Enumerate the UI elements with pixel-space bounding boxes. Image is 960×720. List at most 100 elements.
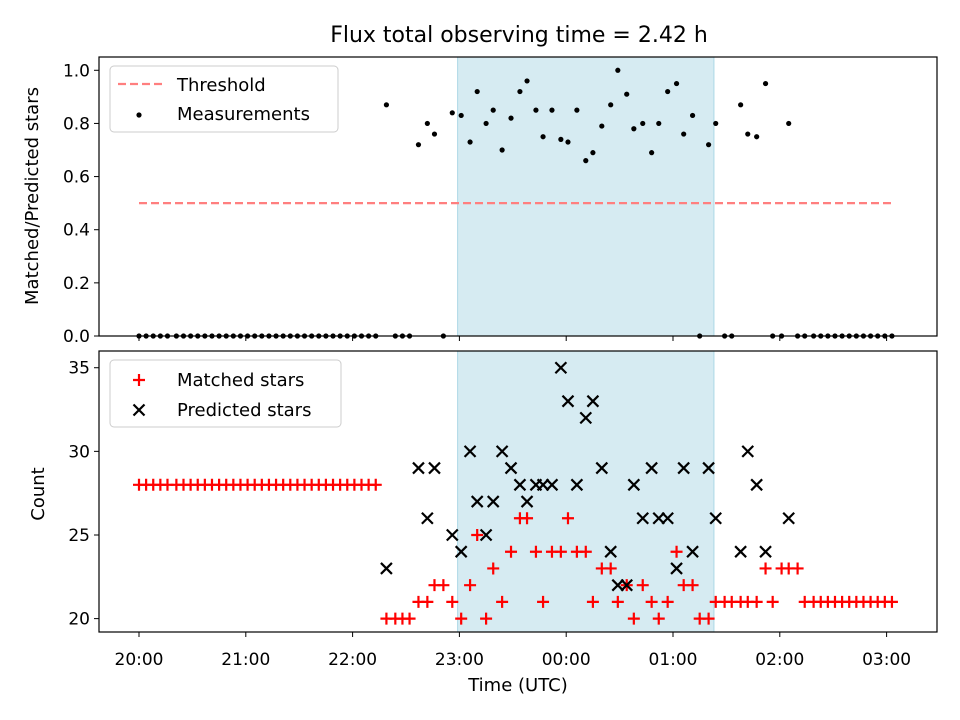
- measurement-point: [458, 112, 464, 119]
- top-plot-frame: [98, 56, 938, 337]
- measurement-point: [673, 80, 680, 87]
- matched-star-point: [487, 562, 500, 575]
- matched-star-point: [455, 612, 468, 625]
- matched-star-point: [611, 595, 624, 608]
- x-tick-label: 20:00: [115, 650, 164, 670]
- predicted-star-point: [670, 562, 683, 575]
- top-panel: 0.0 0.2 0.4 0.6 0.8 1.0 Matched/Predicted sta…: [22, 56, 938, 347]
- bottom-plot-frame: [98, 350, 938, 633]
- top-legend: Threshold Measurements: [109, 65, 339, 133]
- predicted-star-point: [677, 461, 690, 475]
- x-tick-label: 00:00: [542, 650, 591, 670]
- predicted-star-point: [570, 478, 584, 492]
- measurement-point: [508, 115, 514, 121]
- top-y-tick-label: 1.0: [63, 61, 90, 81]
- bottom-x-axis: 20:00 21:00 22:00 23:00 00:00 01:00 02:00 03:00: [115, 632, 911, 670]
- bottom-y-tick-label: 35: [68, 359, 90, 379]
- top-y-axis: 0.0 0.2 0.4 0.6 0.8 1.0: [63, 61, 99, 347]
- measurement-point: [786, 120, 792, 127]
- predicted-star-point: [579, 411, 593, 425]
- matched-star-point: [579, 545, 592, 558]
- matched-star-point: [759, 562, 772, 575]
- chart-title: Flux total observing time = 2.42 h: [330, 23, 708, 48]
- top-legend-box: [109, 65, 339, 133]
- measurement-point: [415, 142, 422, 148]
- x-tick-label: 22:00: [328, 650, 377, 670]
- measurement-point: [745, 131, 751, 137]
- predicted-star-point: [486, 495, 500, 508]
- measurement-point: [706, 142, 712, 148]
- matched-star-point: [750, 595, 763, 608]
- legend-matched-label: Matched stars: [177, 370, 304, 391]
- matched-star-point: [604, 562, 617, 575]
- measurement-point: [590, 150, 596, 156]
- top-y-tick-label: 0.2: [63, 274, 90, 294]
- predicted-star-point: [561, 394, 575, 408]
- measurement-point: [608, 102, 614, 108]
- predicted-star-point: [604, 545, 617, 558]
- predicted-star-point: [554, 361, 568, 375]
- x-tick-label: 03:00: [862, 650, 911, 670]
- legend-measurements-swatch: [136, 112, 142, 118]
- matched-star-point: [505, 545, 518, 558]
- predicted-star-point: [412, 461, 425, 475]
- top-y-tick-label: 0.0: [63, 327, 90, 347]
- measurement-point: [449, 110, 455, 116]
- predicted-star-point: [520, 495, 534, 508]
- measurement-point: [631, 126, 637, 132]
- top-y-tick-label: 0.4: [63, 221, 90, 241]
- predicted-star-point: [513, 478, 527, 492]
- legend-matched-swatch: [133, 374, 145, 386]
- measurement-point: [549, 107, 555, 113]
- legend-threshold-label: Threshold: [176, 75, 266, 96]
- matched-star-point: [529, 545, 542, 558]
- measurement-point: [467, 139, 473, 145]
- measurement-point: [754, 134, 760, 140]
- matched-star-point: [521, 512, 534, 525]
- predicted-star-point: [702, 461, 715, 475]
- measurement-point: [558, 136, 564, 142]
- measurement-point: [524, 78, 530, 84]
- predicted-star-point: [611, 578, 625, 592]
- matched-star-point: [627, 612, 640, 625]
- predicted-star-point: [495, 445, 509, 458]
- predicted-star-point: [686, 545, 699, 558]
- predicted-star-point: [627, 478, 641, 492]
- measurement-point: [640, 120, 646, 127]
- measurement-point: [517, 88, 523, 95]
- predicted-star-point: [479, 528, 493, 542]
- matched-star-point: [791, 562, 804, 575]
- matched-star-point: [885, 595, 898, 608]
- measurement-point: [713, 120, 719, 127]
- measurement-point: [431, 131, 438, 137]
- matched-star-point: [766, 595, 779, 608]
- predicted-star-point: [463, 445, 477, 458]
- predicted-star-point: [380, 562, 393, 575]
- predicted-star-point: [652, 511, 666, 525]
- measurement-point: [681, 131, 687, 137]
- predicted-star-point: [470, 495, 484, 508]
- predicted-star-point: [421, 511, 434, 525]
- predicted-star-point: [759, 545, 772, 558]
- bottom-y-tick-label: 25: [68, 526, 90, 546]
- x-tick-label: 01:00: [649, 650, 698, 670]
- predicted-star-point: [545, 478, 559, 492]
- measurement-point: [689, 112, 696, 119]
- predicted-star-point: [536, 478, 550, 492]
- matched-star-point: [670, 545, 683, 558]
- matched-star-point: [661, 595, 674, 608]
- measurement-point: [490, 107, 496, 113]
- matched-star-point: [446, 595, 459, 608]
- predicted-star-point: [661, 511, 674, 525]
- legend-predicted-label: Predicted stars: [177, 400, 311, 421]
- x-axis-label: Time (UTC): [467, 675, 568, 696]
- predicted-star-point: [586, 394, 600, 408]
- top-y-tick-label: 0.6: [63, 168, 90, 188]
- matched-star-point: [554, 545, 567, 558]
- bottom-y-axis: 20 25 30 35: [68, 359, 99, 630]
- measurement-point: [499, 147, 505, 153]
- matched-star-point: [652, 612, 665, 625]
- predicted-star-point: [454, 545, 468, 558]
- top-x-axis-ticks: [138, 336, 888, 341]
